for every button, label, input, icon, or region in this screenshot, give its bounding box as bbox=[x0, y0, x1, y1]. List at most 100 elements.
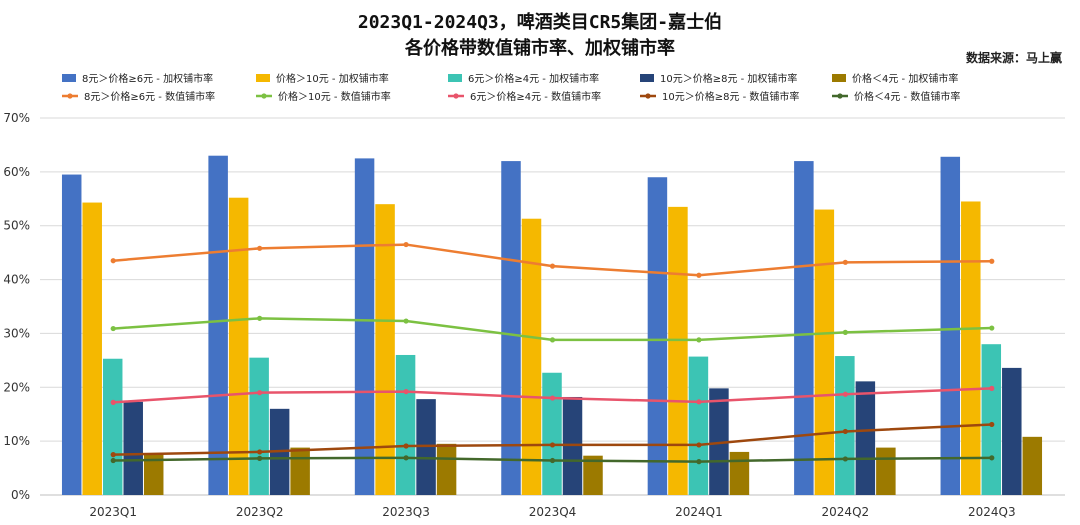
legend-swatch bbox=[62, 74, 76, 82]
y-tick-label: 0% bbox=[11, 488, 30, 502]
line-point bbox=[989, 385, 995, 391]
y-tick-label: 20% bbox=[3, 380, 30, 394]
line-point bbox=[549, 395, 556, 401]
bar bbox=[583, 455, 603, 495]
line-point bbox=[257, 455, 263, 461]
bar bbox=[876, 447, 896, 495]
legend-label: 10元＞价格≥8元 - 数值铺市率 bbox=[662, 90, 799, 103]
bar bbox=[855, 381, 876, 495]
legend-marker bbox=[837, 93, 843, 99]
line-point bbox=[989, 421, 995, 428]
line-point bbox=[403, 455, 409, 461]
line-point bbox=[257, 449, 263, 455]
bar bbox=[82, 202, 102, 495]
bar bbox=[835, 356, 855, 495]
bar bbox=[249, 357, 269, 495]
line-point bbox=[696, 459, 702, 465]
bar bbox=[501, 161, 521, 496]
bar bbox=[647, 177, 668, 495]
legend-swatch bbox=[256, 74, 270, 82]
line-point bbox=[842, 391, 848, 397]
x-tick-label: 2023Q4 bbox=[529, 505, 577, 519]
chart-title: 2023Q1-2024Q3，啤酒类目CR5集团-嘉士伯 bbox=[358, 11, 722, 33]
legend-swatch bbox=[640, 74, 654, 82]
line-point bbox=[110, 399, 116, 405]
bar bbox=[814, 209, 835, 496]
x-tick-label: 2023Q2 bbox=[236, 505, 284, 519]
bar bbox=[668, 206, 688, 495]
legend-marker bbox=[453, 93, 459, 99]
bar bbox=[436, 443, 457, 495]
line-point bbox=[696, 272, 702, 278]
bar bbox=[709, 388, 729, 495]
bar bbox=[961, 201, 981, 495]
legend-marker bbox=[67, 93, 73, 99]
line-point bbox=[842, 259, 848, 265]
line-point bbox=[110, 325, 116, 332]
chart-subtitle: 各价格带数值铺市率、加权铺市率 bbox=[404, 37, 675, 59]
x-tick-label: 2023Q1 bbox=[89, 505, 137, 519]
y-tick-label: 40% bbox=[3, 273, 30, 287]
line-point bbox=[842, 329, 848, 335]
line-point bbox=[257, 315, 263, 321]
y-tick-label: 70% bbox=[3, 111, 30, 125]
data-source: 数据来源：马上赢 bbox=[966, 50, 1062, 65]
line-point bbox=[403, 443, 409, 449]
legend-swatch bbox=[448, 74, 462, 82]
legend-swatch bbox=[832, 74, 846, 82]
x-tick-label: 2024Q3 bbox=[968, 505, 1016, 519]
line-point bbox=[696, 337, 702, 343]
bar bbox=[61, 174, 82, 496]
line-point bbox=[403, 241, 409, 248]
legend-label: 价格＞10元 - 加权铺市率 bbox=[276, 72, 389, 85]
bar bbox=[688, 356, 709, 495]
line-point bbox=[549, 442, 556, 448]
line-point bbox=[842, 456, 848, 462]
bar bbox=[1022, 436, 1043, 495]
line-point bbox=[696, 399, 702, 405]
line-point bbox=[989, 258, 995, 264]
legend: 8元＞价格≥6元 - 加权铺市率 价格＞10元 - 加权铺市率 6元＞价格≥4元 -… bbox=[62, 72, 960, 103]
bar bbox=[143, 452, 164, 495]
y-axis: 0% 10% 20% 30% 40% 50% 60% 70% bbox=[3, 111, 30, 502]
x-axis: 2023Q1 2023Q2 2023Q3 2023Q4 2024Q1 2024Q2 2024… bbox=[89, 505, 1015, 519]
legend-label: 价格＞10元 - 数值铺市率 bbox=[278, 90, 391, 103]
bar bbox=[729, 451, 750, 495]
legend-marker bbox=[645, 93, 651, 99]
legend-marker bbox=[261, 93, 267, 99]
legend-label: 价格＜4元 - 加权铺市率 bbox=[852, 72, 958, 85]
bar bbox=[981, 344, 1002, 495]
bar bbox=[940, 156, 961, 495]
x-tick-label: 2024Q1 bbox=[675, 505, 723, 519]
bar bbox=[290, 447, 310, 495]
line-point bbox=[696, 442, 702, 448]
bar bbox=[521, 218, 542, 495]
legend-label: 6元＞价格≥4元 - 数值铺市率 bbox=[470, 90, 601, 103]
bar bbox=[1002, 367, 1022, 495]
bar bbox=[123, 401, 143, 495]
lines bbox=[110, 241, 995, 465]
line-point bbox=[257, 390, 263, 396]
line-point bbox=[110, 258, 116, 264]
line-point bbox=[989, 325, 995, 331]
y-tick-label: 10% bbox=[3, 434, 30, 448]
y-tick-label: 60% bbox=[3, 165, 30, 179]
line-point bbox=[110, 457, 116, 464]
line-point bbox=[549, 337, 556, 343]
line-point bbox=[842, 428, 848, 435]
bar bbox=[208, 155, 228, 495]
y-tick-label: 30% bbox=[3, 326, 30, 340]
bar bbox=[228, 197, 249, 496]
y-tick-label: 50% bbox=[3, 219, 30, 233]
bar bbox=[794, 161, 814, 496]
line-point bbox=[549, 457, 556, 464]
line-point bbox=[110, 452, 116, 458]
bar bbox=[375, 204, 395, 495]
line-point bbox=[549, 263, 556, 269]
legend-label: 10元＞价格≥8元 - 加权铺市率 bbox=[660, 72, 797, 85]
line-point bbox=[989, 455, 995, 461]
bar bbox=[395, 354, 416, 495]
line-point bbox=[257, 245, 263, 251]
line-point bbox=[403, 318, 409, 324]
